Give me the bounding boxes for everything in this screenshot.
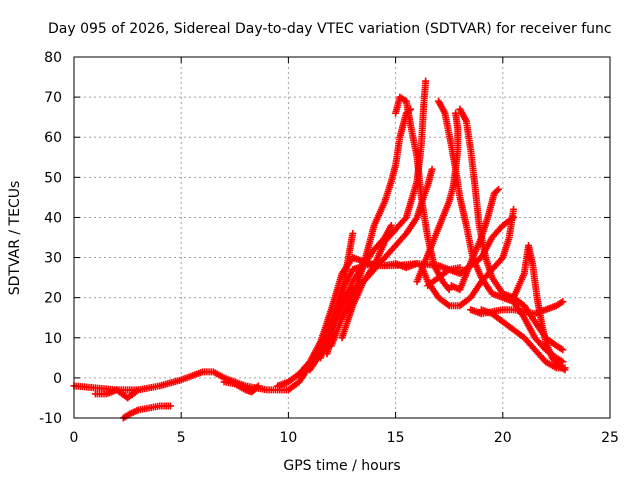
x-tick-label: 5 — [177, 430, 186, 446]
series-pass-4 — [119, 402, 174, 422]
x-tick-label: 0 — [70, 430, 79, 446]
x-tick-label: 20 — [494, 430, 512, 446]
y-axis-label: SDTVAR / TECUs — [7, 181, 23, 296]
y-tick-label: 30 — [44, 251, 62, 267]
data-point — [134, 386, 142, 394]
data-point — [428, 165, 436, 173]
data-point — [497, 255, 505, 263]
data-point — [166, 402, 174, 410]
data-point — [133, 387, 141, 395]
series-pass-3 — [91, 386, 142, 402]
data-point — [456, 264, 464, 272]
data-point — [559, 346, 567, 354]
series-pass-5 — [220, 378, 262, 396]
y-tick-label: 20 — [44, 291, 62, 307]
y-tick-label: 60 — [44, 130, 62, 146]
data-point — [349, 229, 357, 237]
data-point — [387, 221, 395, 229]
data-point — [452, 109, 460, 117]
grid — [74, 57, 610, 418]
chart-title: Day 095 of 2026, Sidereal Day-to-day VTE… — [48, 21, 612, 37]
data-point — [253, 383, 261, 391]
y-tick-label: -10 — [39, 411, 62, 427]
y-tick-label: 40 — [44, 210, 62, 226]
y-tick-label: 80 — [44, 50, 62, 66]
data-point — [559, 298, 567, 306]
series-pass-18 — [467, 298, 567, 318]
series-pass-1 — [70, 260, 464, 394]
data-point — [444, 301, 452, 309]
series-pass-11 — [338, 165, 436, 342]
series-pass-10 — [323, 229, 357, 358]
data-point — [422, 77, 430, 85]
data-point — [561, 366, 569, 374]
y-tick-label: 70 — [44, 90, 62, 106]
data-point — [493, 187, 501, 195]
series-pass-17 — [447, 185, 503, 294]
x-tick-label: 25 — [601, 430, 619, 446]
plot-frame — [73, 56, 611, 419]
y-tick-label: 10 — [44, 331, 62, 347]
x-axis-label: GPS time / hours — [283, 458, 400, 474]
data-point — [559, 358, 567, 366]
series-pass-20 — [510, 242, 569, 374]
data-point — [401, 215, 409, 223]
series-pass-8 — [327, 105, 415, 350]
x-tick-label: 15 — [387, 430, 405, 446]
data-marks — [70, 77, 569, 422]
x-tick-label: 10 — [279, 430, 297, 446]
data-point — [254, 382, 262, 390]
y-tick-label: 0 — [53, 371, 62, 387]
y-tick-label: 50 — [44, 170, 62, 186]
data-point — [510, 205, 518, 213]
data-point — [495, 185, 503, 193]
axis-ticks: 0 5 10 15 20 25 -10 0 10 20 30 40 50 60 70 80 — [39, 50, 619, 446]
data-point — [413, 260, 421, 268]
data-point — [445, 286, 453, 294]
